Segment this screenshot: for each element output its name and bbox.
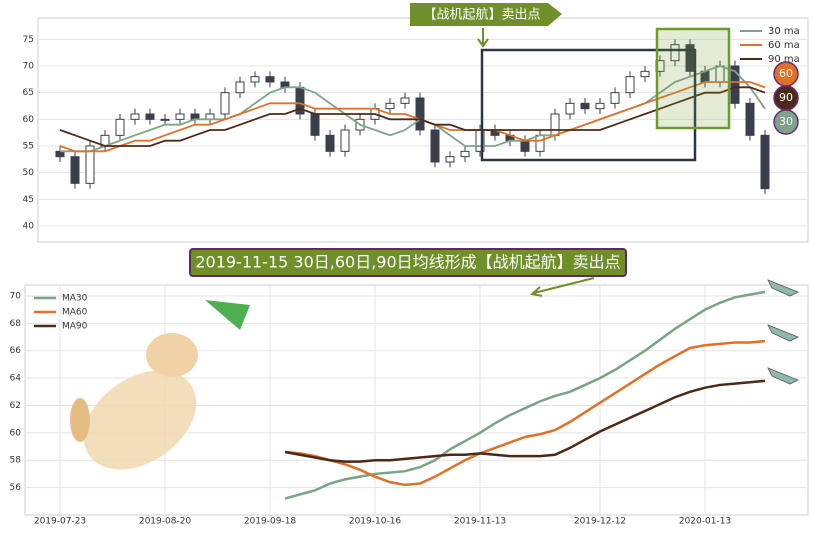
x-tick-label: 2019-11-13	[454, 517, 506, 527]
y-tick-label: 70	[10, 291, 22, 301]
candle-body	[175, 113, 185, 120]
candle-body	[415, 97, 425, 131]
bottom-layer: 56 58 60 62 64 66 68 70 2019-07-23 2019-08-20 2019…	[10, 285, 808, 527]
candle-body	[325, 134, 335, 152]
y-tick-label: 65	[23, 88, 34, 98]
x-tick-label: 2019-10-16	[349, 517, 402, 527]
x-tick-label: 2019-08-20	[139, 517, 192, 527]
ma-line	[284, 339, 766, 487]
callout-banner	[410, 3, 562, 26]
candle-body	[235, 81, 245, 94]
y-tick-label: 58	[10, 456, 22, 466]
legend-label: MA90	[62, 322, 88, 332]
end-badge-label: 90	[779, 91, 793, 104]
candle-body	[130, 113, 140, 120]
highlight-box	[480, 48, 697, 162]
candle-body	[430, 129, 440, 163]
candle-body	[565, 102, 575, 115]
y-tick-label: 56	[10, 483, 22, 493]
end-badge	[773, 109, 799, 135]
candle-body	[520, 140, 530, 152]
y-tick-label: 66	[10, 346, 22, 356]
y-tick-label: 64	[10, 374, 22, 384]
plane-icons	[767, 279, 799, 385]
y-tick-label: 40	[23, 222, 35, 232]
top-layer: 40 45 50 55 60 65 70 75 30 ma 60 ma 90 ma 60 90 30	[23, 26, 808, 232]
candle-body	[730, 65, 740, 104]
candle-body	[745, 102, 755, 136]
candle-body	[640, 70, 650, 78]
title-banner	[189, 248, 627, 277]
legend-label: 60 ma	[768, 40, 800, 51]
ma-line	[59, 86, 766, 147]
candle-body	[85, 145, 95, 184]
candle-body	[385, 102, 395, 110]
y-tick-label: 55	[23, 142, 34, 152]
candle-body	[400, 97, 410, 104]
y-tick-label: 68	[10, 319, 22, 329]
candle-body	[760, 134, 770, 190]
callout-arrow	[477, 28, 489, 48]
title-arrow	[529, 277, 595, 297]
ma-line	[59, 81, 766, 153]
x-tick-label: 2019-12-12	[574, 517, 626, 527]
candle-body	[595, 102, 605, 110]
candle-body	[340, 129, 350, 152]
y-tick-label: 45	[23, 195, 34, 205]
dog-illustration	[70, 300, 250, 470]
x-tick-label: 2019-09-18	[244, 517, 297, 527]
candle-body	[115, 118, 125, 136]
legend-label: MA60	[62, 308, 88, 318]
y-tick-label: 62	[10, 401, 21, 411]
ma-line	[284, 290, 766, 500]
y-tick-label: 60	[23, 115, 35, 125]
candle-body	[445, 156, 455, 163]
candle-body	[625, 76, 635, 94]
chart-title: 2019-11-15 30日,60日,90日均线形成【战机起航】卖出点	[195, 253, 620, 272]
candle-body	[460, 150, 470, 158]
end-badge-label: 30	[779, 115, 793, 128]
y-tick-label: 75	[23, 35, 34, 45]
y-tick-label: 70	[23, 62, 35, 72]
candle-body	[550, 113, 560, 136]
callout-text: 【战机起航】卖出点	[423, 7, 540, 23]
ma-line	[284, 379, 766, 463]
x-tick-label: 2020-01-13	[679, 517, 731, 527]
candle-body	[310, 113, 320, 136]
legend-label: 90 ma	[768, 54, 800, 65]
candle-body	[265, 76, 275, 83]
x-tick-label: 2019-07-23	[34, 517, 86, 527]
signal-box	[655, 27, 731, 130]
y-tick-label: 50	[23, 168, 35, 178]
candle-body	[250, 76, 260, 83]
candle-body	[580, 102, 590, 110]
candle-body	[670, 44, 680, 62]
y-tick-label: 60	[10, 428, 22, 438]
legend-label: 30 ma	[768, 26, 800, 37]
candle-body	[220, 92, 230, 115]
candle-body	[535, 134, 545, 152]
candle-body	[70, 156, 80, 184]
candle-body	[145, 113, 155, 120]
legend-label: MA30	[62, 294, 88, 304]
end-badge-label: 60	[779, 67, 793, 80]
candle-body	[610, 92, 620, 104]
candle-body	[160, 118, 170, 121]
